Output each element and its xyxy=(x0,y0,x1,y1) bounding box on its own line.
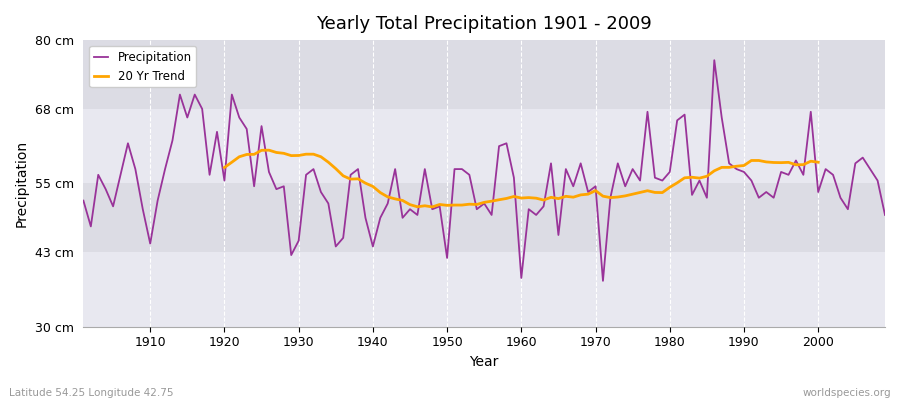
Bar xyxy=(84,252,885,327)
Precipitation xyxy=(301,172,311,177)
Line: 20 Yr Trend: 20 Yr Trend xyxy=(224,150,818,207)
Bar xyxy=(84,109,885,184)
Bar xyxy=(84,184,885,252)
Precipitation xyxy=(598,278,608,283)
Precipitation xyxy=(516,276,526,280)
20 Yr Trend xyxy=(264,148,274,152)
Precipitation xyxy=(78,198,89,203)
Precipitation xyxy=(879,212,890,217)
Legend: Precipitation, 20 Yr Trend: Precipitation, 20 Yr Trend xyxy=(89,46,196,87)
Precipitation xyxy=(346,172,356,177)
Precipitation xyxy=(709,58,720,62)
20 Yr Trend xyxy=(813,160,824,165)
20 Yr Trend xyxy=(605,195,616,200)
X-axis label: Year: Year xyxy=(470,355,499,369)
20 Yr Trend xyxy=(219,165,230,170)
20 Yr Trend xyxy=(561,194,572,199)
Precipitation xyxy=(612,161,623,166)
Line: Precipitation: Precipitation xyxy=(84,60,885,281)
Precipitation xyxy=(508,175,519,180)
Y-axis label: Precipitation: Precipitation xyxy=(15,140,29,227)
20 Yr Trend xyxy=(716,165,727,170)
Title: Yearly Total Precipitation 1901 - 2009: Yearly Total Precipitation 1901 - 2009 xyxy=(316,15,652,33)
Precipitation xyxy=(138,207,148,212)
20 Yr Trend xyxy=(769,160,779,165)
20 Yr Trend xyxy=(671,180,682,185)
Bar xyxy=(84,40,885,109)
Text: worldspecies.org: worldspecies.org xyxy=(803,388,891,398)
20 Yr Trend xyxy=(427,204,437,209)
20 Yr Trend xyxy=(746,158,757,163)
Text: Latitude 54.25 Longitude 42.75: Latitude 54.25 Longitude 42.75 xyxy=(9,388,174,398)
